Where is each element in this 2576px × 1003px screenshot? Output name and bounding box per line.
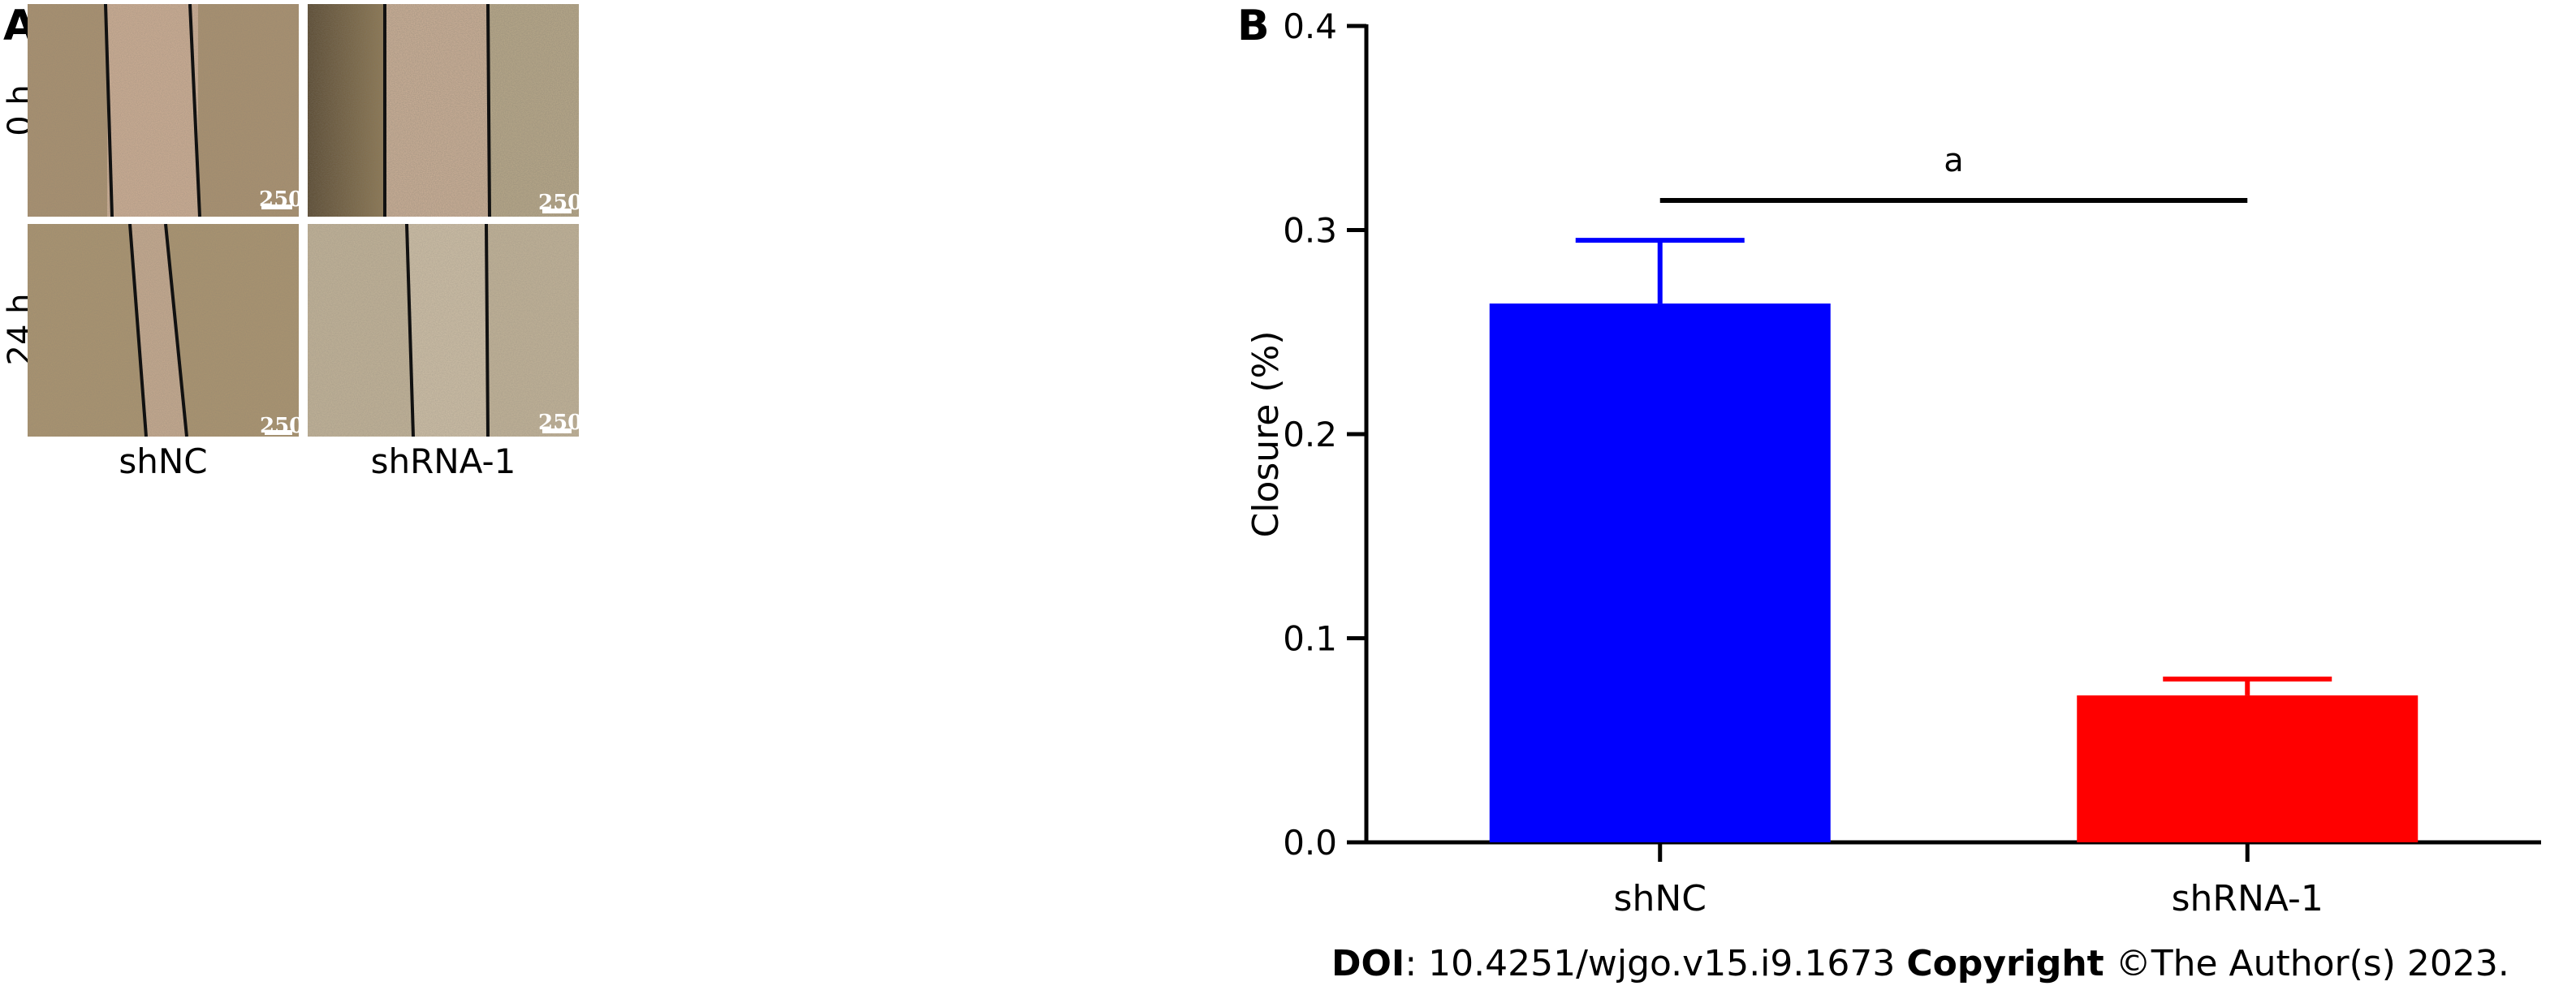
copyright-value: ©The Author(s) 2023. — [2104, 943, 2509, 984]
doi-value: : 10.4251/wjgo.v15.i9.1673 — [1405, 943, 1907, 984]
column-label-shnc: shNC — [119, 441, 208, 481]
y-axis-title: Closure (%) — [1245, 331, 1287, 538]
y-tick-label: 0.3 — [1283, 211, 1337, 251]
x-tick-label: shRNA-1 — [2172, 878, 2324, 919]
bar-shRNA-1 — [2077, 695, 2419, 842]
scale-bar — [265, 430, 292, 435]
significance-label: a — [1944, 142, 1964, 179]
column-label-shrna1: shRNA-1 — [370, 441, 516, 481]
y-tick-label: 0.4 — [1283, 6, 1337, 46]
micrograph-24h-shrna1: 250μm — [308, 224, 579, 437]
scale-bar — [261, 204, 292, 209]
copyright-label: Copyright — [1906, 943, 2104, 984]
citation-footer: DOI: 10.4251/wjgo.v15.i9.1673 Copyright … — [1331, 946, 2509, 982]
bar-shNC — [1489, 303, 1831, 842]
micrograph-0h-shnc: 250μm — [28, 4, 299, 217]
y-tick-label: 0.1 — [1283, 619, 1337, 659]
doi-label: DOI — [1331, 943, 1405, 984]
micrograph-0h-shrna1: 250μm — [308, 4, 579, 217]
y-tick-label: 0.0 — [1283, 823, 1337, 863]
x-tick-label: shNC — [1614, 878, 1707, 919]
scale-bar — [542, 428, 572, 433]
micrograph-24h-shnc: 250μm — [28, 224, 299, 437]
scale-bar — [542, 209, 572, 213]
y-tick-label: 0.2 — [1283, 415, 1337, 454]
panel-b-letter: B — [1237, 2, 1270, 50]
